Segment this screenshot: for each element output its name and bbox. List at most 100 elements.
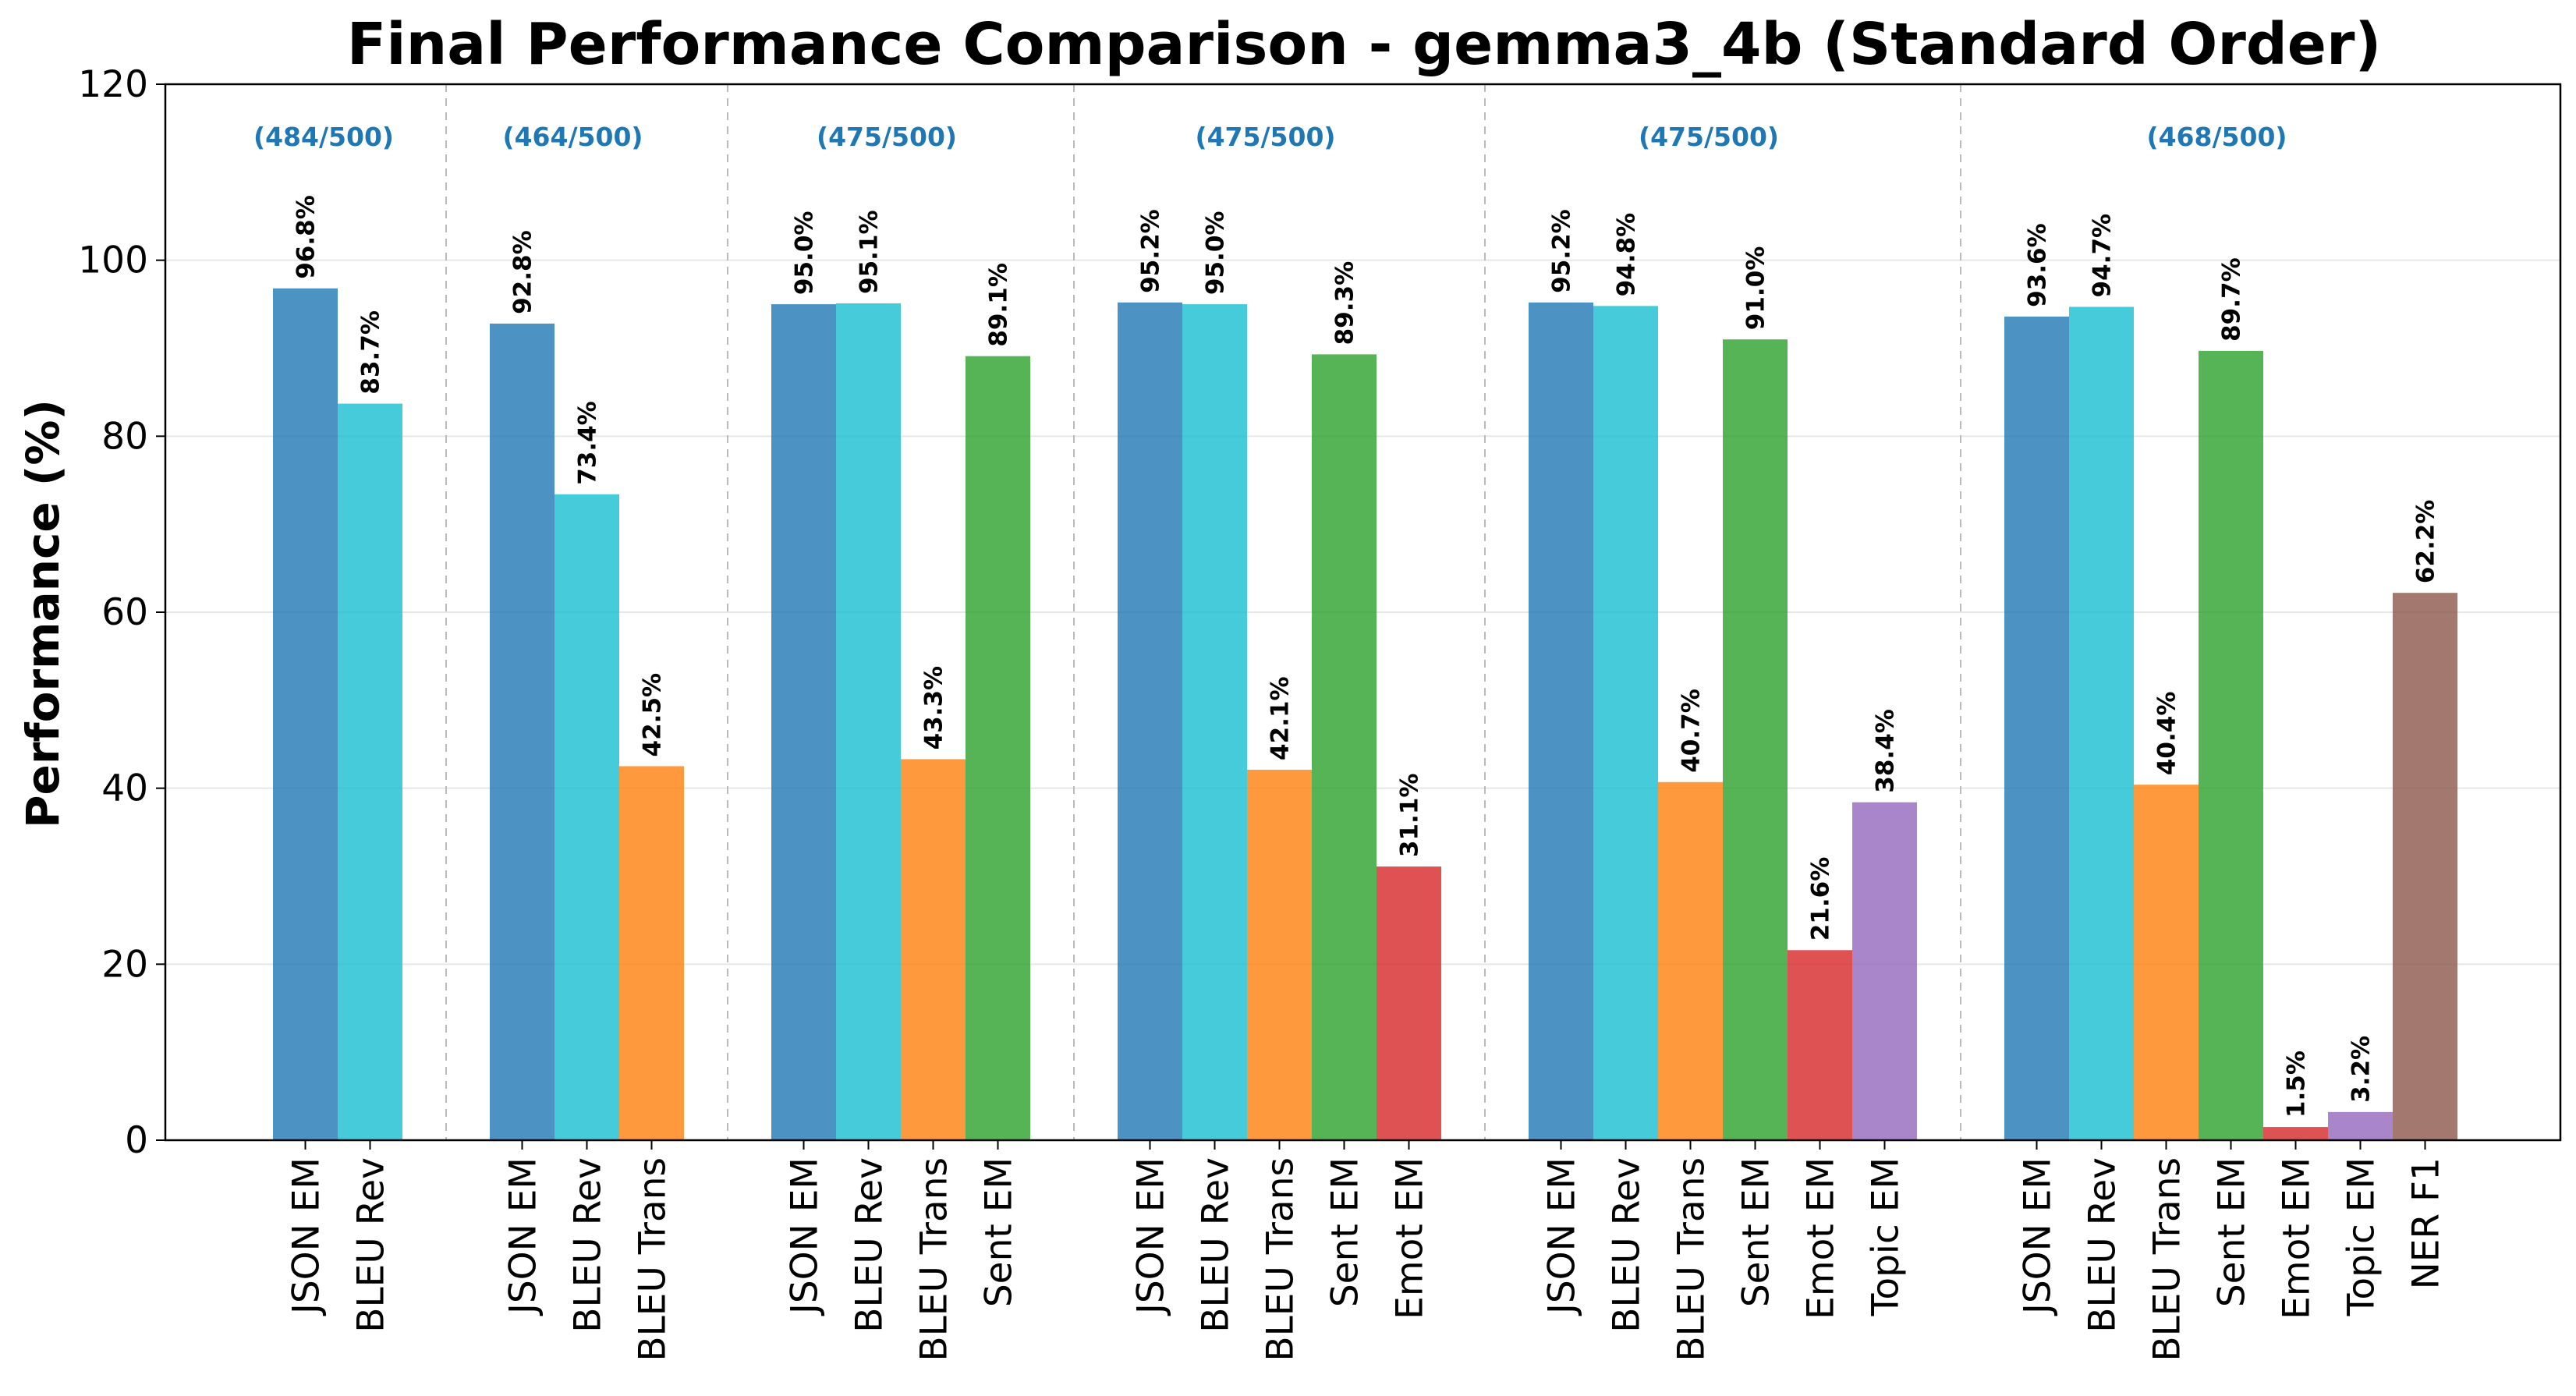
x-tick-label: JSON EM [2017,1157,2060,1316]
value-label: 93.6% [2024,223,2052,307]
bar-bleu-trans [1658,781,1723,1140]
bar-bleu-rev [2069,306,2134,1141]
group-count-label: (475/500) [1639,122,1779,152]
group-count-label: (484/500) [253,122,394,152]
bar-topic-em [1852,802,1917,1140]
value-label: 95.0% [791,211,819,296]
x-tick-label: BLEU Trans [913,1157,956,1362]
bar-sent-em [2199,350,2263,1140]
value-label: 95.2% [1137,209,1165,293]
value-label: 92.8% [509,230,537,314]
value-label: 43.3% [920,666,948,750]
bar-bleu-rev [555,494,619,1140]
x-tick-label: BLEU Trans [2146,1157,2189,1362]
x-tick-label: BLEU Trans [1260,1157,1302,1362]
value-label: 62.2% [2412,500,2440,584]
x-tick-label: BLEU Rev [350,1157,393,1333]
bar-sent-em [1312,354,1377,1141]
x-tick-label: Emot EM [1389,1157,1432,1320]
axes [156,83,2562,1150]
x-tick-label: BLEU Trans [632,1157,675,1362]
x-tick-label: Sent EM [1324,1157,1367,1307]
bar-json-em [2004,316,2069,1140]
x-tick-label: BLEU Rev [2082,1157,2124,1333]
x-tick-label: Emot EM [2276,1157,2319,1320]
x-tick-label: BLEU Rev [1195,1157,1238,1333]
x-tick-label: BLEU Rev [1606,1157,1649,1333]
value-label: 89.3% [1331,261,1359,345]
value-label: 94.7% [2089,214,2117,298]
y-tick-label: 60 [101,591,148,634]
value-label: 42.1% [1267,676,1295,760]
value-label: 83.7% [357,310,385,395]
bar-json-em [1118,302,1182,1140]
x-tick-label: JSON EM [784,1157,827,1316]
value-label: 40.7% [1678,689,1706,773]
y-tick-label: 80 [101,415,148,458]
x-tick-label: JSON EM [1130,1157,1173,1316]
x-tick-labels: JSON EM BLEU Rev JSON EM BLEU Rev BLEU Trans… [285,1157,2448,1362]
value-label: 1.5% [2283,1051,2311,1118]
bars [273,288,2457,1141]
bar-bleu-trans [1247,769,1312,1140]
bar-emot-em [1377,866,1441,1140]
bar-bleu-rev [1182,304,1247,1140]
value-label: 95.2% [1548,209,1576,293]
x-tick-label: Topic EM [2340,1157,2383,1316]
value-label: 73.4% [574,401,602,485]
group-count-labels: (484/500) (464/500) (475/500) (475/500) (475… [253,122,2287,152]
bar-json-em [273,288,338,1141]
bar-sent-em [966,356,1030,1140]
plot-frame [164,83,2562,1142]
x-tick-label: BLEU Trans [1671,1157,1713,1362]
chart-title: Final Performance Comparison - gemma3_4b… [347,11,2382,78]
value-label: 3.2% [2347,1036,2376,1103]
bar-bleu-rev [338,403,402,1140]
x-tick-label: BLEU Rev [567,1157,610,1333]
bar-topic-em [2328,1111,2393,1140]
bar-bleu-rev [836,303,901,1141]
x-tick-label: Sent EM [978,1157,1021,1307]
group-count-label: (475/500) [1196,122,1336,152]
group-separators [445,84,1961,1140]
bar-bleu-trans [901,759,966,1140]
group-count-label: (468/500) [2147,122,2287,152]
group-count-label: (475/500) [817,122,957,152]
value-label: 96.8% [292,195,321,279]
y-axis-label: Performance (%) [16,399,69,828]
bar-json-em [771,304,836,1140]
value-label: 89.7% [2218,257,2246,342]
value-label: 95.1% [856,210,884,294]
bar-sent-em [1723,339,1788,1140]
x-tick-label: BLEU Rev [849,1157,891,1333]
bar-json-em [490,323,555,1140]
y-tick-label: 20 [101,943,148,986]
x-tick-label: Sent EM [2211,1157,2254,1307]
x-tick-label: Topic EM [1865,1157,1908,1316]
x-tick-label: Sent EM [1735,1157,1778,1307]
value-labels: 96.8% 83.7% 92.8% 73.4% 42.5% 95.0% 95.1% 43.3%… [292,195,2440,1118]
bar-emot-em [2263,1127,2328,1140]
x-tick-label: JSON EM [502,1157,545,1316]
group-count-label: (464/500) [503,122,643,152]
y-tick-label: 120 [78,63,148,106]
y-tick-label: 40 [101,767,148,810]
y-tick-labels: 0 20 40 60 80 100 120 [78,63,148,1162]
bar-bleu-trans [619,766,684,1140]
value-label: 89.1% [985,263,1013,347]
bar-bleu-rev [1593,306,1658,1141]
bar-emot-em [1788,950,1852,1140]
x-tick-label: Emot EM [1800,1157,1843,1320]
value-label: 38.4% [1872,709,1900,793]
bar-bleu-trans [2134,785,2199,1140]
x-tick-label: JSON EM [1541,1157,1584,1316]
value-label: 21.6% [1807,857,1835,941]
value-label: 31.1% [1396,774,1424,858]
value-label: 91.0% [1742,246,1770,331]
y-tick-label: 0 [125,1119,148,1162]
value-label: 40.4% [2153,692,2181,776]
value-label: 94.8% [1613,213,1641,297]
value-label: 95.0% [1202,211,1230,296]
value-label: 42.5% [639,673,667,757]
